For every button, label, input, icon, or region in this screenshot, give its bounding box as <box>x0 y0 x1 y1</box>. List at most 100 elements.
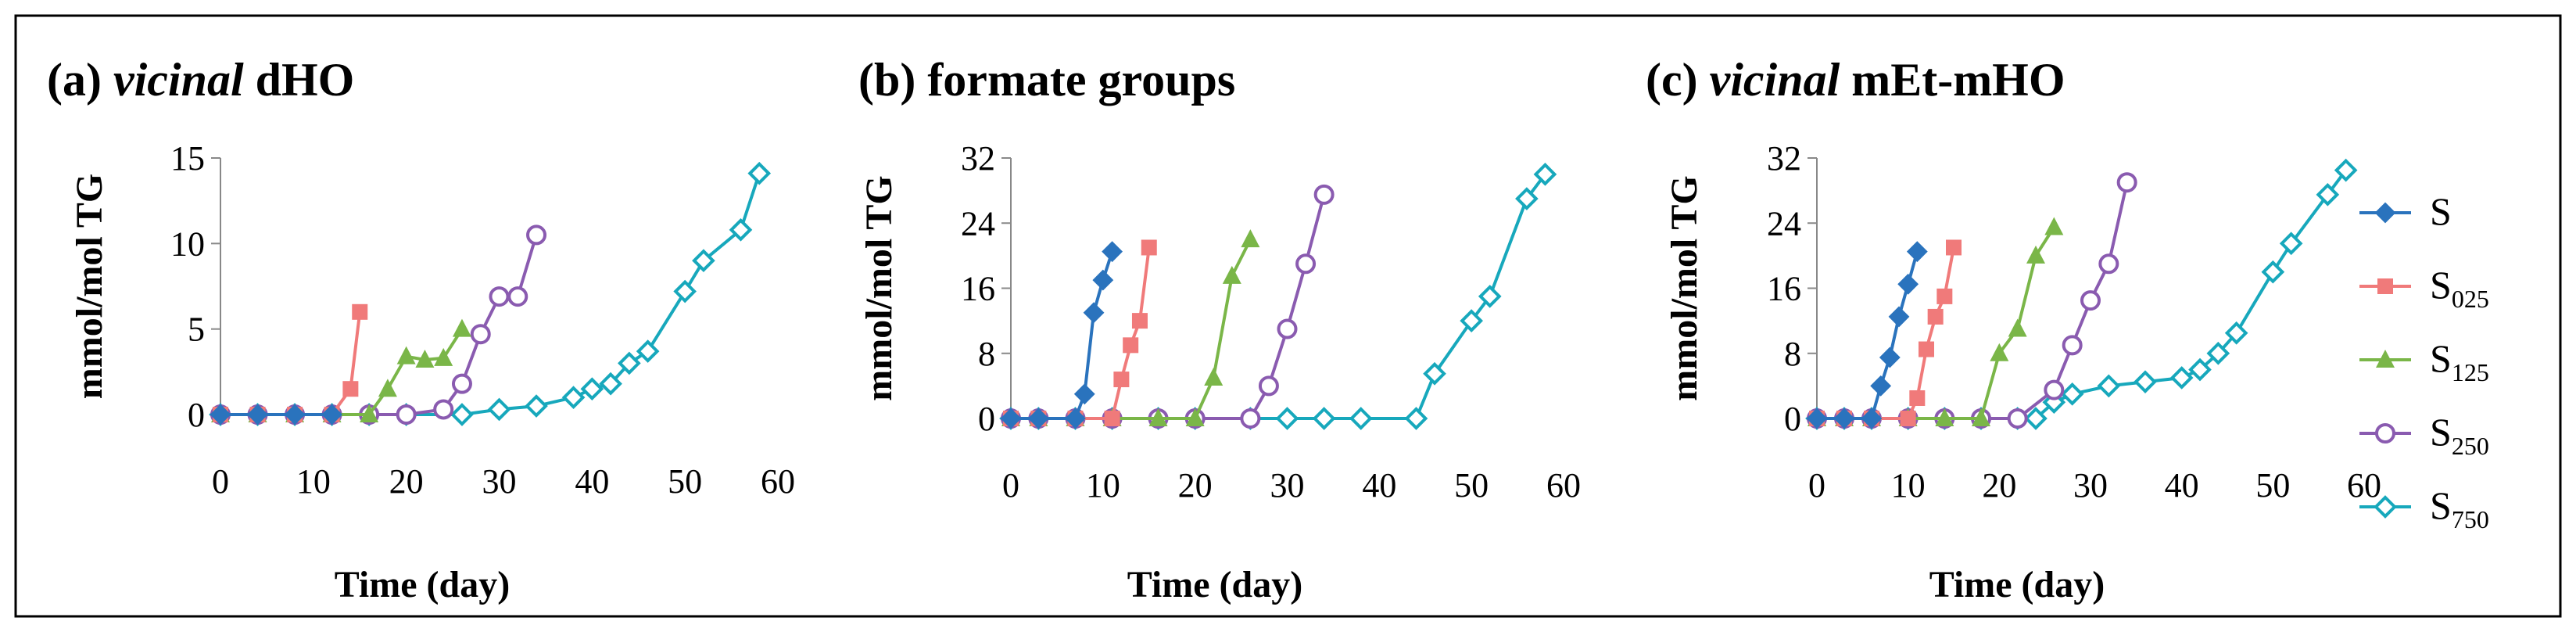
panel-c-series-s125-point <box>2044 217 2064 235</box>
panel-b-ytick-label: 32 <box>961 139 995 178</box>
panel-c-series-s-point <box>1906 241 1928 263</box>
panel-c-series-s250-point <box>2007 408 2028 429</box>
panel-b-y-label: mmol/mol TG <box>858 175 900 400</box>
panel-a-xtick-label: 60 <box>761 462 795 501</box>
panel-a-series-s125-point <box>396 346 416 364</box>
panel-b-series-s750-point <box>1312 407 1336 430</box>
panel-a-y-label: mmol/mol TG <box>69 174 110 399</box>
panel-c-series-s-point <box>1806 408 1828 429</box>
legend-symbol <box>2374 495 2397 519</box>
panel-c-y-label: mmol/mol TG <box>1664 175 1705 400</box>
legend-item-s125: S125 <box>2359 336 2489 386</box>
panel-c-series-s025-point <box>1919 341 1934 357</box>
panel-b-series-s250-point <box>1258 375 1279 397</box>
panel-c-series-s-point <box>1897 273 1919 295</box>
panel-c-series-s750-point <box>2224 321 2248 345</box>
panel-a-ytick-label: 15 <box>170 139 205 178</box>
panel-c-series-s250-point <box>2062 335 2083 356</box>
panel-c-ytick-label: 24 <box>1767 204 1801 242</box>
panel-b-xtick-label: 50 <box>1454 466 1489 505</box>
panel-c-ytick-label: 0 <box>1784 400 1801 438</box>
panel-a-series-s750-point <box>673 279 697 303</box>
legend: S S025 S125 S250 S750 <box>2359 189 2489 533</box>
panel-c-series-s-point <box>1870 375 1892 397</box>
panel-b-series-s-point <box>1102 241 1123 263</box>
panel-c-xtick-label: 20 <box>1982 466 2016 505</box>
panel-a-xtick-label: 50 <box>668 462 702 501</box>
panel-c-series-s-point <box>1879 347 1901 368</box>
legend-marker-s <box>2359 202 2411 224</box>
panel-a-ytick-label: 5 <box>188 311 205 349</box>
panel-c-xtick-label: 40 <box>2165 466 2199 505</box>
panel-a-x-label: Time (day) <box>335 564 510 605</box>
panel-b-series-s250-point <box>1313 184 1335 205</box>
legend-label-s025: S025 <box>2430 263 2489 313</box>
panel-a-xtick-label: 10 <box>296 462 331 501</box>
plots-group: 0 5 10 15 0 10 20 30 40 50 60 Time (day) mmol/mol TG… <box>69 139 2381 605</box>
panel-a-series-s750-point <box>729 218 753 242</box>
panel-b-series-s125-point <box>1148 408 1168 426</box>
panel-a-series-s250-point <box>489 286 510 307</box>
panel-c-series-s025-point <box>1946 239 1962 256</box>
panel-b-series-s125-point <box>1222 265 1241 284</box>
panel-b-series-s-point <box>1073 383 1095 405</box>
legend-item-s: S <box>2359 189 2452 233</box>
panel-c-ytick-label: 16 <box>1767 270 1801 308</box>
panel-a-series-s250-point <box>507 286 528 307</box>
panel-b-series-s750-point <box>1515 187 1539 210</box>
panel-c-xtick-label: 50 <box>2255 466 2290 505</box>
panel-a-series-s750-point <box>525 394 548 418</box>
panel-a-series-s750-point <box>618 351 641 375</box>
panel-c-series-s750-point <box>2134 370 2157 394</box>
panel-a-series-s750-point <box>692 249 715 273</box>
panel-c-series-s125-point <box>1972 408 1990 426</box>
panel-a-series-s125-point <box>378 379 397 397</box>
panel-a-series-s025-point <box>352 303 368 320</box>
panel-b-xtick-label: 60 <box>1546 466 1581 505</box>
panel-a-xtick-label: 30 <box>482 462 517 501</box>
panel-b-xtick-label: 10 <box>1086 466 1120 505</box>
panel-c-series-s750-point <box>2188 357 2212 382</box>
legend-marker-s250 <box>2359 423 2411 443</box>
panel-c-series-s750-point <box>2261 260 2285 284</box>
panel-a-series-s025-point <box>342 381 359 397</box>
panel-a-xtick-label: 20 <box>389 462 424 501</box>
panel-b-series-s750-point <box>1533 162 1557 186</box>
panel-b-series-s250-point <box>1240 408 1261 429</box>
panel-b-series-s750-point <box>1478 285 1502 308</box>
panel-c-title: (c) vicinal mEt-mHO <box>1646 54 2065 106</box>
legend-marker-s125 <box>2359 350 2411 368</box>
panel-c-series-s-point <box>1833 408 1855 429</box>
panel-a-ytick-label: 10 <box>170 224 205 263</box>
panel-a-series-s250-point <box>433 399 454 420</box>
panel-b-series-s-point <box>1092 269 1114 291</box>
panel-c-series-s125-point <box>2008 318 2027 337</box>
panel-b-series-s250-point <box>1277 318 1298 339</box>
panel-c-series-s750-point <box>2279 232 2303 256</box>
figure-border <box>14 14 2562 618</box>
panel-a-series-s125-point <box>434 347 453 366</box>
panel-a-series-s750-point <box>747 161 772 185</box>
panel-b-series-s125-point <box>1241 229 1260 248</box>
panel-b-plot: 0 8 16 24 32 0 10 20 30 40 50 60 Time (day) mmol/mol … <box>858 139 1581 605</box>
panel-b-series-s750-point <box>1275 407 1299 430</box>
panel-a-series-s125-point <box>415 350 435 368</box>
panel-b-series-s025-point <box>1113 372 1130 388</box>
panel-a-series-s750-point <box>599 372 622 396</box>
panel-c-ytick-label: 8 <box>1784 335 1801 373</box>
legend-label-s750: S750 <box>2430 483 2489 533</box>
panel-b-series-s125-point <box>1204 367 1224 386</box>
panel-c-series-s025-point <box>1900 411 1916 426</box>
panel-b-ytick-label: 8 <box>978 335 995 373</box>
panel-a-series-s750-point <box>580 377 604 401</box>
panel-c-series-s750-point <box>2024 407 2048 430</box>
panel-a-xtick-label: 40 <box>575 462 609 501</box>
legend-symbol <box>2374 202 2396 224</box>
panel-b-series-s-point <box>1027 408 1049 429</box>
panel-c-xtick-label: 0 <box>1808 466 1825 505</box>
panel-a-series-s-point <box>284 404 306 426</box>
panel-c-series-s750-point <box>2169 366 2194 390</box>
panel-a-series-s-point <box>210 404 231 426</box>
panel-b-series-s-point <box>1000 408 1022 429</box>
panel-b-ytick-label: 16 <box>961 270 995 308</box>
